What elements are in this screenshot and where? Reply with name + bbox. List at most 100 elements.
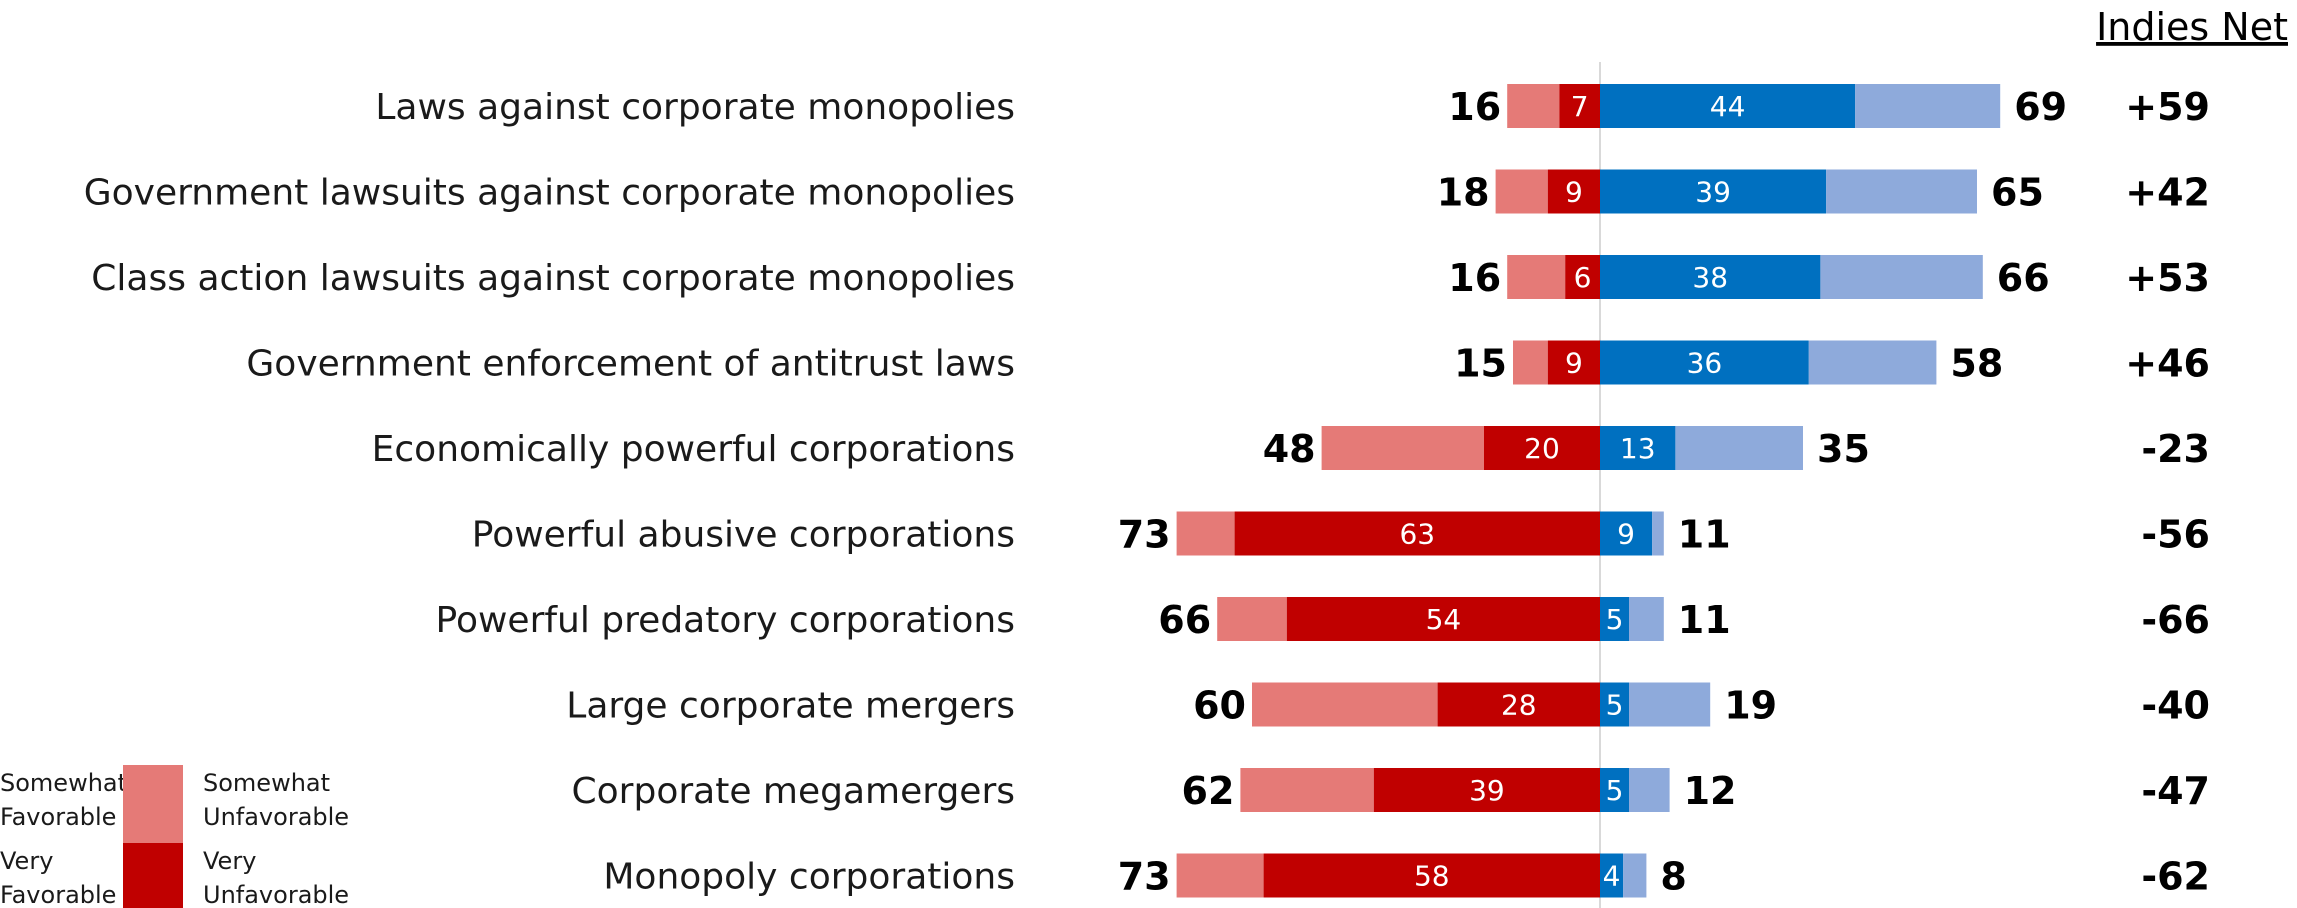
unfavorable-total-value: 62 [1182,769,1235,813]
bar-somewhat-favorable [1629,768,1670,812]
net-value: +59 [2125,85,2210,129]
unfavorable-total-value: 15 [1454,342,1507,386]
bar-very-favorable [1600,768,1629,812]
bar-somewhat-unfavorable [1240,768,1374,812]
category-label: Economically powerful corporations [372,429,1015,470]
bar-somewhat-unfavorable [1176,853,1264,898]
very-unfavorable-value: 58 [1414,860,1450,893]
chart-row: Laws against corporate monopolies 7 44 16 69… [375,84,2210,129]
net-value: -66 [2141,598,2210,642]
legend-swatch [123,765,183,843]
chart-row: Large corporate mergers 28 5 60 19 -40 [566,682,2210,728]
unfavorable-total-value: 60 [1193,684,1246,728]
bar-somewhat-favorable [1675,426,1803,470]
bar-very-favorable [1600,169,1827,214]
bar-somewhat-unfavorable [1252,682,1438,727]
legend-item: Very Unfavorable [123,843,349,908]
favorable-total-value: 19 [1724,684,1777,728]
favorable-total-value: 11 [1678,513,1731,557]
bar-very-unfavorable [1373,768,1600,812]
bar-very-unfavorable [1547,169,1600,214]
favorable-total-value: 65 [1991,171,2044,215]
unfavorable-total-value: 16 [1448,256,1501,300]
very-favorable-value: 36 [1687,347,1723,380]
unfavorable-total-value: 18 [1437,171,1490,215]
bar-somewhat-favorable [1623,853,1647,898]
very-favorable-value: 13 [1620,432,1656,465]
very-favorable-value: 38 [1692,261,1728,294]
very-unfavorable-value: 20 [1524,432,1560,465]
chart-row: Class action lawsuits against corporate … [91,255,2210,300]
bar-very-favorable [1600,511,1653,556]
chart-row: Economically powerful corporations 20 13 48… [372,426,2210,471]
chart-row: Powerful abusive corporations 63 9 73 11 -56 [472,511,2210,557]
very-unfavorable-value: 7 [1571,90,1589,123]
chart-row: Government enforcement of antitrust laws… [246,340,2210,386]
legend-label: Unfavorable [203,803,349,831]
legend-label: Favorable [0,881,116,908]
bar-somewhat-favorable [1652,511,1664,556]
favorable-total-value: 8 [1660,855,1686,899]
bar-somewhat-favorable [1826,169,1977,214]
bar-somewhat-unfavorable [1176,511,1235,556]
category-label: Class action lawsuits against corporate … [91,258,1015,299]
legend-item: Very Favorable [0,847,116,908]
bar-somewhat-favorable [1855,84,2001,128]
bar-somewhat-unfavorable [1217,597,1287,641]
bar-very-favorable [1600,597,1629,641]
category-label: Powerful predatory corporations [436,600,1015,641]
bar-very-unfavorable [1286,597,1600,641]
favorable-total-value: 35 [1817,427,1870,471]
legend-label: Somewhat [0,769,127,797]
very-unfavorable-value: 63 [1399,518,1435,551]
bar-very-favorable [1600,255,1821,299]
category-label: Large corporate mergers [566,686,1015,727]
favorable-total-value: 12 [1684,769,1737,813]
very-favorable-value: 9 [1617,518,1635,551]
bar-somewhat-unfavorable [1495,169,1548,214]
unfavorable-total-value: 73 [1118,513,1171,557]
very-unfavorable-value: 6 [1574,261,1592,294]
bar-somewhat-unfavorable [1507,84,1560,128]
bar-very-unfavorable [1547,340,1600,385]
very-favorable-value: 44 [1710,90,1746,123]
bar-very-unfavorable [1565,255,1600,299]
legend-label: Unfavorable [203,881,349,908]
net-value: +53 [2125,256,2210,300]
legend-label: Somewhat [203,769,330,797]
bar-very-unfavorable [1234,511,1600,556]
category-label: Laws against corporate monopolies [375,87,1015,128]
bar-somewhat-unfavorable [1321,426,1484,470]
category-label: Powerful abusive corporations [472,515,1015,556]
very-favorable-value: 4 [1603,860,1621,893]
net-value: +42 [2125,171,2210,215]
bar-somewhat-favorable [1629,597,1664,641]
very-favorable-value: 5 [1606,603,1624,636]
legend-swatch [123,843,183,908]
bar-somewhat-favorable [1820,255,1983,299]
legend-item: Somewhat Unfavorable [123,765,349,843]
chart-row: Government lawsuits against corporate mo… [84,169,2210,215]
unfavorable-total-value: 48 [1263,427,1316,471]
bar-very-favorable [1600,84,1856,128]
legend-label: Very [0,847,53,875]
net-value: -56 [2141,513,2210,557]
very-unfavorable-value: 9 [1565,347,1583,380]
chart-row: Monopoly corporations 58 4 73 8 -62 [603,853,2210,899]
unfavorable-total-value: 66 [1158,598,1211,642]
very-unfavorable-value: 9 [1565,176,1583,209]
bar-somewhat-favorable [1629,682,1711,727]
bar-very-unfavorable [1263,853,1600,898]
very-unfavorable-value: 28 [1501,689,1537,722]
favorable-total-value: 11 [1678,598,1731,642]
category-label: Monopoly corporations [603,857,1015,898]
net-value: -40 [2141,684,2210,728]
bar-somewhat-unfavorable [1513,340,1548,385]
bar-very-unfavorable [1484,426,1600,470]
bar-very-favorable [1600,426,1676,470]
chart-rows: Laws against corporate monopolies 7 44 16 6 9… [84,84,2210,899]
net-column-header: Indies Net [2096,5,2288,49]
unfavorable-total-value: 73 [1118,855,1171,899]
legend-label: Favorable [0,803,116,831]
